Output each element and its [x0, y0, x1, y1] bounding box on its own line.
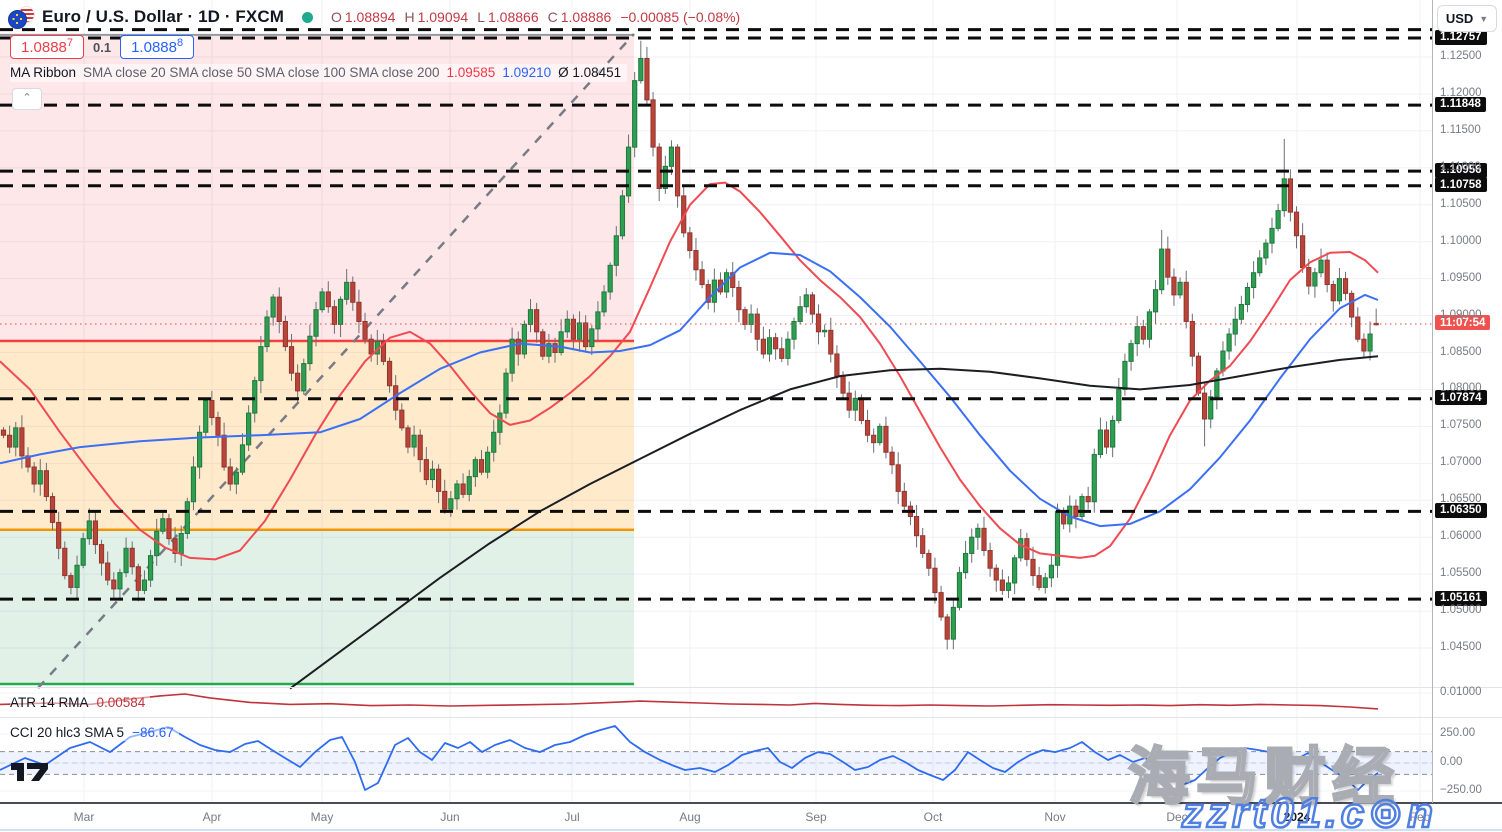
atr-line [0, 693, 1379, 710]
sma50-value: 1.09210 [502, 65, 552, 80]
close-value: 1.08886 [560, 9, 612, 25]
chevron-down-icon: ▼ [1479, 13, 1489, 24]
price-axis[interactable]: 1.12757 1.11848 1.10956 1.10758 1.07874 1.063… [1433, 0, 1502, 803]
indicator-tick: 0.01000 [1440, 686, 1482, 698]
indicator-tick: −250.00 [1440, 784, 1482, 796]
level-price-label: 1.10758 [1435, 177, 1487, 193]
month-label[interactable]: Sep [805, 810, 827, 824]
close-label: C [547, 9, 558, 25]
tradingview-logo[interactable] [10, 756, 50, 788]
price-tick: 1.12000 [1440, 86, 1482, 99]
ma-ribbon-title: MA Ribbon [10, 65, 77, 80]
atr-title: ATR 14 RMA [10, 695, 89, 710]
currency-selector[interactable]: USD ▼ [1437, 5, 1497, 32]
price-tick: 1.06500 [1440, 493, 1482, 506]
month-label[interactable]: Aug [679, 810, 701, 824]
sma-average-value: Ø 1.08451 [558, 65, 622, 80]
watermark-site: zzrt01.c⊙n [1181, 788, 1437, 832]
high-value: 1.09094 [417, 9, 469, 25]
spread-value: 0.1 [93, 39, 112, 55]
cci-legend[interactable]: CCI 20 hlc3 SMA 5 −86.67 [10, 725, 179, 741]
month-label[interactable]: 2024 [1283, 810, 1311, 824]
month-label[interactable]: Apr [202, 810, 222, 824]
price-tick: 1.12500 [1440, 50, 1482, 62]
buy-button[interactable]: 1.08888 [120, 35, 195, 59]
price-tick: 1.07000 [1440, 456, 1482, 469]
time-axis[interactable]: Mar Apr May Jun Jul Aug Sep Oct Nov Dec 2024 Feb [0, 805, 1432, 832]
price-tick: 1.04500 [1440, 641, 1482, 653]
atr-legend[interactable]: ATR 14 RMA 0.00584 [10, 695, 151, 711]
month-label[interactable]: Oct [923, 810, 943, 824]
price-tick: 1.11500 [1440, 123, 1481, 136]
month-label[interactable]: Nov [1044, 810, 1066, 824]
cci-value: −86.67 [132, 725, 174, 740]
sma20-line [0, 181, 1379, 561]
level-price-label: 1.11848 [1435, 96, 1486, 112]
month-label[interactable]: Jul [564, 810, 580, 824]
price-tick: 1.08500 [1440, 345, 1482, 358]
symbol-header: Euro / U.S. Dollar · 1D · FXCM O 1.08894 … [8, 6, 740, 29]
ma-ribbon-legend[interactable]: MA Ribbon SMA close 20 SMA close 50 SMA … [10, 64, 628, 82]
level-price-label: 1.12757 [1435, 29, 1487, 45]
indicator-tick: 250.00 [1440, 727, 1476, 739]
low-label: L [477, 9, 485, 25]
price-tick: 1.06000 [1440, 530, 1482, 543]
currency-pair-icon [8, 6, 35, 29]
symbol-title[interactable]: Euro / U.S. Dollar · 1D · FXCM [42, 7, 284, 26]
level-price-label: 1.05161 [1435, 590, 1487, 606]
level-price-label: 1.06350 [1435, 502, 1487, 518]
ohlc-values: O 1.08894 H 1.09094 L 1.08866 C 1.08886 −0.0… [331, 9, 740, 25]
cci-pane [0, 725, 1432, 791]
bid-ask-row: 1.08887 0.1 1.08888 [10, 35, 195, 59]
change-value: −0.00085 (−0.08%) [620, 9, 741, 25]
collapse-pane-button[interactable]: ⌃ [12, 88, 42, 110]
month-label[interactable]: Dec [1166, 810, 1188, 824]
month-label[interactable]: Mar [73, 810, 95, 824]
level-price-label: 1.10956 [1435, 162, 1487, 178]
high-label: H [404, 9, 415, 25]
open-label: O [330, 9, 342, 25]
currency-label: USD [1445, 11, 1474, 26]
cci-line [0, 725, 1379, 791]
price-tick: 1.09000 [1440, 308, 1482, 321]
month-label[interactable]: Feb [1409, 810, 1431, 824]
market-status-icon [301, 11, 313, 23]
cci-title: CCI 20 hlc3 SMA 5 [10, 725, 125, 740]
price-tick: 1.09500 [1440, 271, 1482, 284]
sma200-line [289, 355, 1379, 690]
month-label[interactable]: May [310, 810, 334, 824]
low-value: 1.08866 [488, 9, 539, 25]
sell-button[interactable]: 1.08887 [10, 35, 85, 59]
price-tick: 1.10000 [1440, 234, 1482, 247]
price-tick: 1.11000 [1440, 160, 1481, 173]
price-tick: 1.08000 [1440, 382, 1482, 395]
price-levels [0, 28, 1432, 601]
open-value: 1.08894 [344, 9, 396, 25]
indicator-tick: 0.00 [1440, 756, 1463, 768]
watermark-brand: 海马财经 [1127, 742, 1401, 814]
candlestick-series [0, 40, 1379, 650]
sma50-line [0, 251, 1379, 528]
support-resistance-zones [0, 33, 634, 686]
level-price-label: 1.07874 [1435, 390, 1487, 406]
month-label[interactable]: Jun [440, 810, 460, 824]
bar-countdown-label: 11:07:54 [1435, 315, 1491, 331]
price-tick: 1.05000 [1440, 604, 1482, 617]
ma-ribbon-params: SMA close 20 SMA close 50 SMA close 100 … [83, 65, 440, 80]
price-tick: 1.05500 [1440, 567, 1482, 580]
sma20-value: 1.09585 [446, 65, 496, 80]
atr-value: 0.00584 [96, 695, 146, 710]
price-tick: 1.07500 [1440, 419, 1482, 432]
price-tick: 1.10500 [1440, 197, 1482, 210]
gridlines [0, 0, 1432, 803]
